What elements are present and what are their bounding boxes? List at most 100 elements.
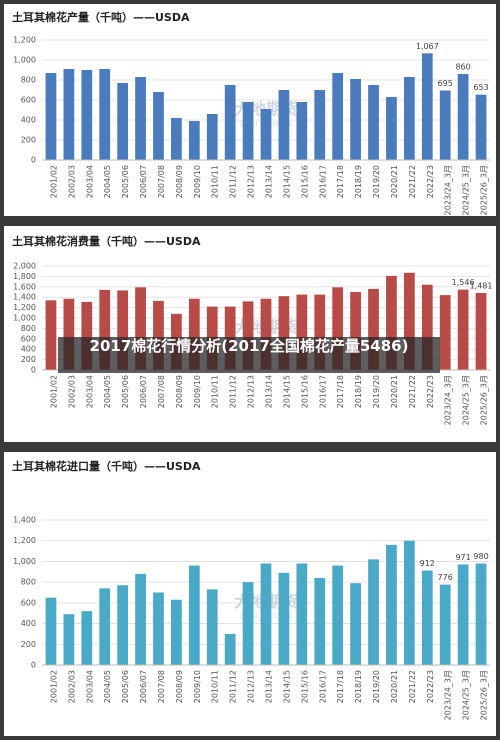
bar bbox=[153, 300, 164, 370]
bar bbox=[45, 73, 57, 160]
x-tick-label: 2006/07 bbox=[139, 670, 148, 703]
x-tick-label: 2018/19 bbox=[354, 375, 363, 408]
bar bbox=[99, 588, 111, 665]
bar bbox=[242, 582, 254, 665]
x-tick-label: 2022/23 bbox=[426, 670, 435, 703]
x-tick-label: 2025/26_3月 bbox=[480, 165, 489, 215]
bar bbox=[135, 287, 146, 370]
x-tick-label: 2008/09 bbox=[175, 375, 184, 408]
value-label: 980 bbox=[473, 552, 488, 561]
bar bbox=[457, 289, 469, 370]
bar bbox=[242, 102, 254, 160]
bar bbox=[332, 73, 344, 160]
y-tick-label: 1,400 bbox=[13, 293, 36, 302]
x-tick-label: 2019/20 bbox=[372, 375, 381, 408]
chart-title: 土耳其棉花消费量（千吨）——USDA bbox=[12, 234, 201, 248]
bar bbox=[386, 97, 397, 160]
value-label: 776 bbox=[438, 573, 453, 582]
x-tick-label: 2004/05 bbox=[103, 670, 112, 703]
x-tick-label: 2024/25_3月 bbox=[462, 670, 471, 720]
bar bbox=[278, 90, 290, 160]
x-tick-label: 2023/24_3月 bbox=[444, 670, 453, 720]
x-tick-label: 2014/15 bbox=[282, 670, 291, 703]
bar bbox=[439, 584, 451, 665]
bar bbox=[45, 597, 57, 665]
x-tick-label: 2006/07 bbox=[139, 165, 148, 198]
bar bbox=[368, 288, 379, 370]
bar bbox=[153, 592, 164, 665]
y-tick-label: 600 bbox=[21, 598, 36, 607]
bar bbox=[206, 589, 218, 665]
bar bbox=[475, 94, 487, 160]
bar bbox=[475, 292, 487, 370]
x-tick-label: 2003/04 bbox=[85, 670, 94, 703]
x-tick-label: 2015/16 bbox=[300, 165, 309, 198]
bar bbox=[63, 69, 75, 160]
y-tick-label: 800 bbox=[21, 76, 36, 85]
bar bbox=[403, 77, 415, 160]
bar bbox=[439, 90, 451, 160]
y-tick-label: 800 bbox=[21, 578, 36, 587]
x-tick-label: 2024/25_3月 bbox=[462, 165, 471, 215]
x-tick-label: 2023/24_3月 bbox=[444, 165, 453, 215]
x-tick-label: 2021/22 bbox=[408, 165, 417, 198]
bar bbox=[63, 614, 75, 665]
x-tick-label: 2011/12 bbox=[229, 165, 238, 198]
x-tick-label: 2010/11 bbox=[211, 670, 220, 703]
bar bbox=[439, 295, 451, 370]
x-tick-label: 2007/08 bbox=[157, 375, 166, 408]
x-tick-label: 2010/11 bbox=[211, 375, 220, 408]
bar bbox=[99, 69, 111, 160]
bar bbox=[278, 296, 290, 370]
x-tick-label: 2014/15 bbox=[282, 165, 291, 198]
bar bbox=[117, 83, 129, 160]
y-tick-label: 200 bbox=[21, 355, 36, 364]
bar bbox=[314, 578, 326, 665]
bar bbox=[421, 53, 433, 160]
x-tick-label: 2013/14 bbox=[265, 165, 274, 198]
x-tick-label: 2016/17 bbox=[318, 670, 327, 703]
bar bbox=[81, 301, 93, 370]
bar bbox=[224, 85, 236, 160]
x-tick-label: 2020/21 bbox=[390, 670, 399, 703]
bar bbox=[403, 540, 415, 665]
x-tick-label: 2012/13 bbox=[247, 165, 256, 198]
x-tick-label: 2001/02 bbox=[49, 375, 58, 408]
bar bbox=[99, 289, 111, 370]
x-tick-label: 2012/13 bbox=[247, 670, 256, 703]
x-tick-label: 2023/24_3月 bbox=[444, 375, 453, 425]
bar bbox=[386, 275, 397, 370]
bar bbox=[188, 121, 200, 160]
x-tick-label: 2011/12 bbox=[229, 670, 238, 703]
y-tick-label: 1,000 bbox=[13, 314, 36, 323]
bar bbox=[224, 633, 236, 665]
value-label: 912 bbox=[420, 559, 435, 568]
x-tick-label: 2017/18 bbox=[336, 375, 345, 408]
x-tick-label: 2024/25_3月 bbox=[462, 375, 471, 425]
x-tick-label: 2022/23 bbox=[426, 165, 435, 198]
y-tick-label: 0 bbox=[31, 156, 36, 165]
bar bbox=[457, 564, 469, 665]
x-tick-label: 2019/20 bbox=[372, 165, 381, 198]
x-tick-label: 2016/17 bbox=[318, 165, 327, 198]
x-tick-label: 2003/04 bbox=[85, 375, 94, 408]
bar bbox=[296, 102, 308, 160]
value-label: 860 bbox=[455, 63, 470, 72]
bar bbox=[81, 611, 93, 665]
bar bbox=[260, 109, 272, 160]
bar bbox=[135, 573, 146, 665]
x-tick-label: 2010/11 bbox=[211, 165, 220, 198]
y-tick-label: 200 bbox=[21, 640, 36, 649]
y-tick-label: 1,200 bbox=[13, 303, 36, 312]
bar bbox=[332, 287, 344, 370]
bar bbox=[475, 563, 487, 665]
x-tick-label: 2015/16 bbox=[300, 670, 309, 703]
bar bbox=[188, 298, 200, 370]
y-tick-label: 400 bbox=[21, 116, 36, 125]
bar bbox=[63, 298, 75, 370]
x-tick-label: 2020/21 bbox=[390, 165, 399, 198]
y-tick-label: 400 bbox=[21, 345, 36, 354]
bar bbox=[314, 90, 326, 160]
